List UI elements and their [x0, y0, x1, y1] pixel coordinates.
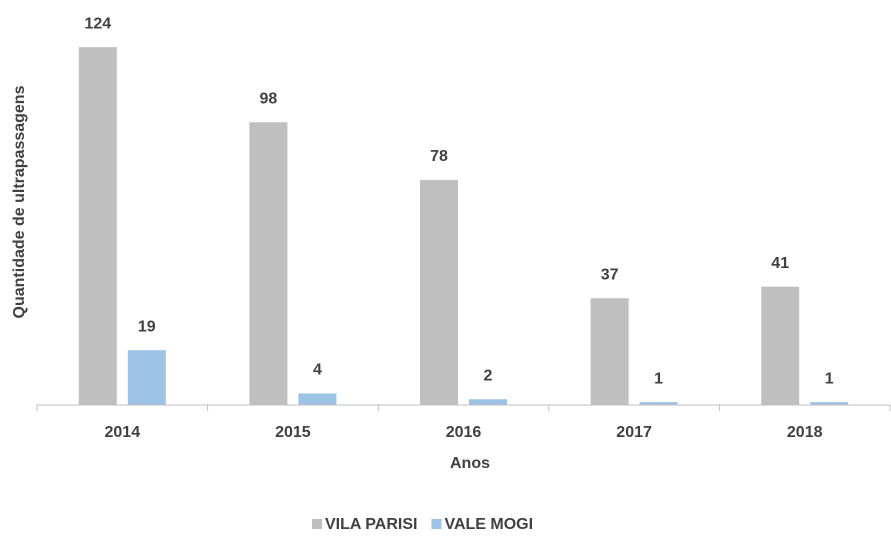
x-tick-label: 2015 — [275, 424, 311, 441]
data-label: 37 — [601, 266, 619, 283]
data-label: 41 — [771, 255, 789, 272]
data-label: 1 — [654, 370, 663, 387]
x-tick-label: 2018 — [787, 424, 823, 441]
data-label: 98 — [260, 90, 278, 107]
data-label: 124 — [84, 15, 111, 32]
bar — [590, 298, 629, 405]
bar — [469, 399, 507, 405]
bar — [127, 350, 166, 405]
y-axis-title: Quantidade de ultrapassagens — [11, 85, 28, 318]
data-label: 4 — [313, 362, 322, 379]
x-tick-label: 2017 — [616, 424, 652, 441]
bar — [639, 402, 678, 405]
data-label: 78 — [430, 148, 448, 165]
bar — [420, 179, 458, 405]
legend-label: VILA PARISI — [325, 516, 417, 533]
data-label: 1 — [825, 370, 834, 387]
x-axis-title: Anos — [450, 455, 490, 472]
data-label: 2 — [484, 367, 493, 384]
bar — [761, 286, 800, 405]
bar — [249, 122, 288, 405]
data-label: 19 — [138, 318, 156, 335]
legend-swatch — [431, 519, 442, 529]
x-tick-label: 2014 — [105, 424, 141, 441]
bar — [298, 393, 337, 405]
bar — [810, 402, 849, 405]
legend-label: VALE MOGI — [444, 516, 533, 533]
bar — [78, 47, 117, 406]
x-tick-label: 2016 — [446, 424, 482, 441]
legend-swatch — [312, 519, 322, 529]
